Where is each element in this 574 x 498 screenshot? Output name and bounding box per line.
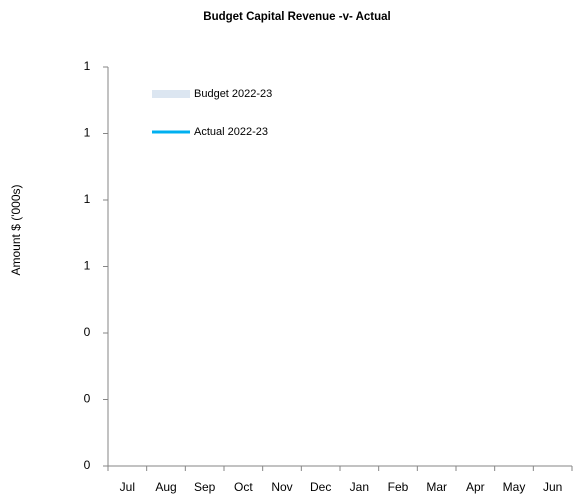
legend-label: Actual 2022-23 [194,126,268,138]
x-tick-label: Jan [350,480,369,494]
y-tick-label: 0 [84,458,91,472]
y-tick-label: 1 [84,259,91,273]
y-tick-label: 0 [84,392,91,406]
x-tick-label: Aug [155,480,176,494]
y-tick-label: 1 [84,192,91,206]
y-tick-label: 0 [84,325,91,339]
x-tick-label: Feb [388,480,409,494]
legend-label: Budget 2022-23 [194,88,272,100]
legend-swatch [152,90,190,98]
x-tick-label: Sep [194,480,216,494]
x-tick-label: Jul [120,480,135,494]
x-tick-label: Jun [543,480,562,494]
y-tick-label: 1 [84,126,91,140]
x-tick-label: Dec [310,480,331,494]
chart-title: Budget Capital Revenue -v- Actual [203,11,390,23]
x-tick-label: Mar [426,480,447,494]
x-tick-label: Oct [234,480,253,494]
x-tick-label: Nov [271,480,292,494]
x-tick-label: Apr [466,480,485,494]
y-axis-label: Amount $ ('000s) [9,184,23,275]
x-tick-label: May [503,480,526,494]
y-tick-label: 1 [84,59,91,73]
